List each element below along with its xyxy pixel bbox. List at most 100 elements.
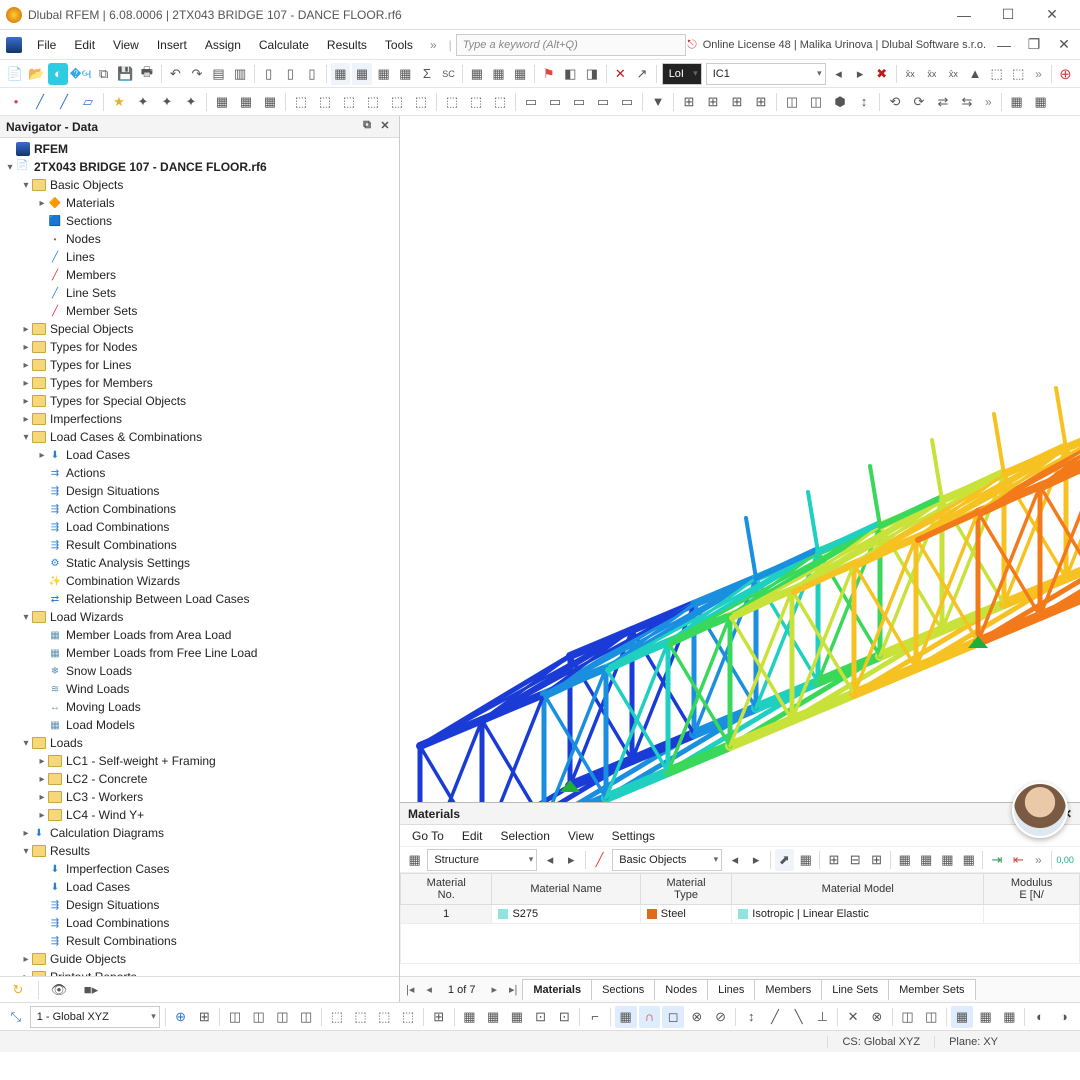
menu-file[interactable]: File (28, 34, 65, 56)
t2a[interactable]: ★ (108, 91, 130, 113)
tab-sections[interactable]: Sections (591, 979, 655, 1000)
objects-select[interactable]: Basic Objects (612, 849, 722, 871)
bt-n[interactable]: ⊡ (530, 1006, 552, 1028)
undo-icon[interactable]: ↶ (166, 63, 186, 85)
menu-overflow[interactable]: » (422, 38, 445, 52)
filter-icon[interactable]: ▼ (647, 91, 669, 113)
mp-prev2[interactable]: ◂ (725, 849, 744, 871)
t2t[interactable]: ▭ (592, 91, 614, 113)
t2x[interactable]: ⊞ (726, 91, 748, 113)
tree-item[interactable]: ▸⬇Calculation Diagrams (0, 824, 399, 842)
tree-item[interactable]: ╱Lines (0, 248, 399, 266)
list1-icon[interactable]: ▤ (209, 63, 229, 85)
bt-g[interactable]: ⬚ (326, 1006, 348, 1028)
bt-l[interactable]: ▦ (482, 1006, 504, 1028)
mp-tb-b[interactable]: ⊞ (824, 849, 843, 871)
flag-icon[interactable]: ⚑ (539, 63, 559, 85)
tree-item[interactable]: ▸🔶Materials (0, 194, 399, 212)
t2ab[interactable]: ⬢ (829, 91, 851, 113)
t2s[interactable]: ▭ (568, 91, 590, 113)
mp-tb-c[interactable]: ⊟ (846, 849, 865, 871)
bt-grid[interactable]: ▦ (459, 1006, 481, 1028)
node-tool-icon[interactable]: • (5, 91, 27, 113)
mp-prev[interactable]: ◂ (540, 849, 559, 871)
mp-tb-f[interactable]: ▦ (916, 849, 935, 871)
tree-item[interactable]: ▦Member Loads from Area Load (0, 626, 399, 644)
tab-next[interactable]: ▸ (485, 983, 503, 996)
col-1[interactable]: Material Name (492, 874, 640, 905)
tree-item[interactable]: ▸Special Objects (0, 320, 399, 338)
tree-item[interactable]: ⚙Static Analysis Settings (0, 554, 399, 572)
bt-w[interactable]: ✕ (842, 1006, 864, 1028)
tree-item[interactable]: ⇄Relationship Between Load Cases (0, 590, 399, 608)
t2e[interactable]: ▦ (211, 91, 233, 113)
mp-overflow[interactable]: » (1029, 853, 1048, 867)
tab-last[interactable]: ▸| (503, 983, 523, 996)
maximize-button[interactable]: ☐ (986, 1, 1030, 29)
bt-m[interactable]: ▦ (506, 1006, 528, 1028)
mp-menu-edit[interactable]: Edit (454, 827, 491, 845)
tb-h[interactable]: ⬚ (1008, 63, 1028, 85)
doc-close[interactable]: ✕ (1052, 31, 1076, 59)
menu-edit[interactable]: Edit (65, 34, 104, 56)
list2-icon[interactable]: ▥ (230, 63, 250, 85)
t2ac[interactable]: ↕ (853, 91, 875, 113)
tree-item[interactable]: RFEM (0, 140, 399, 158)
tree-item[interactable]: ▾Load Cases & Combinations (0, 428, 399, 446)
member-tool-icon[interactable]: ╱ (53, 91, 75, 113)
bt-b[interactable]: ⊞ (193, 1006, 215, 1028)
tree-item[interactable]: ⇶Result Combinations (0, 932, 399, 950)
support-icon[interactable]: ▲ (965, 63, 985, 85)
mp-tb-e[interactable]: ▦ (895, 849, 914, 871)
minimize-button[interactable]: ― (942, 1, 986, 29)
tree-item[interactable]: ▸Guide Objects (0, 950, 399, 968)
tb2-overflow[interactable]: » (979, 95, 998, 109)
bt-e[interactable]: ◫ (272, 1006, 294, 1028)
t2i[interactable]: ⬚ (314, 91, 336, 113)
tree-item[interactable]: ⇶Load Combinations (0, 914, 399, 932)
tree-item[interactable]: ▾Basic Objects (0, 176, 399, 194)
t2o[interactable]: ⬚ (465, 91, 487, 113)
t2ad[interactable]: ⟲ (884, 91, 906, 113)
bt-c[interactable]: ◫ (224, 1006, 246, 1028)
mp-menu-selection[interactable]: Selection (493, 827, 558, 845)
viewport-3d[interactable]: Materials ⧉ ✕ Go ToEditSelectionViewSett… (400, 116, 1080, 1002)
prev-icon[interactable]: ◂ (829, 63, 849, 85)
t2v[interactable]: ⊞ (678, 91, 700, 113)
bt-o[interactable]: ⊡ (553, 1006, 575, 1028)
tree-item[interactable]: ▾📄2TX043 BRIDGE 107 - DANCE FLOOR.rf6 (0, 158, 399, 176)
target-icon[interactable]: ⊕ (1056, 63, 1076, 85)
snap-grid-icon[interactable]: ▦ (615, 1006, 637, 1028)
tab-members[interactable]: Members (754, 979, 822, 1000)
doc-restore[interactable]: ❐ (1022, 31, 1046, 59)
tree-item[interactable]: ▾Loads (0, 734, 399, 752)
mp-export-icon[interactable]: ⇤ (1009, 849, 1028, 871)
t2z[interactable]: ◫ (781, 91, 803, 113)
cs-select[interactable]: 1 - Global XYZ (30, 1006, 160, 1028)
tab-materials[interactable]: Materials (522, 979, 592, 1000)
bt-z[interactable]: ◫ (920, 1006, 942, 1028)
mp-tb-g[interactable]: ▦ (938, 849, 957, 871)
loadcase-select[interactable]: IC1 (706, 63, 826, 85)
tab-nodes[interactable]: Nodes (654, 979, 708, 1000)
bt-ae[interactable]: ◑ (1053, 1006, 1075, 1028)
menu-calculate[interactable]: Calculate (250, 34, 318, 56)
t2k[interactable]: ⬚ (362, 91, 384, 113)
bt-s[interactable]: ↕ (740, 1006, 762, 1028)
doc3-icon[interactable]: ▯ (302, 63, 322, 85)
t2d[interactable]: ✦ (180, 91, 202, 113)
tree-item[interactable]: 🟦Sections (0, 212, 399, 230)
tab-member-sets[interactable]: Member Sets (888, 979, 975, 1000)
dim-y-icon[interactable]: x̂x (922, 63, 942, 85)
menu-tools[interactable]: Tools (376, 34, 422, 56)
tree-item[interactable]: ⇶Result Combinations (0, 536, 399, 554)
block-icon[interactable]: �બ (70, 63, 92, 85)
t2y[interactable]: ⊞ (750, 91, 772, 113)
cs-icon[interactable]: ⤡ (5, 1006, 27, 1028)
col-2[interactable]: MaterialType (640, 874, 731, 905)
sc-icon[interactable]: SC (439, 63, 459, 85)
nav-camera-icon[interactable]: ■▸ (80, 979, 102, 1001)
tab-line-sets[interactable]: Line Sets (821, 979, 889, 1000)
t2l[interactable]: ⬚ (386, 91, 408, 113)
t2j[interactable]: ⬚ (338, 91, 360, 113)
